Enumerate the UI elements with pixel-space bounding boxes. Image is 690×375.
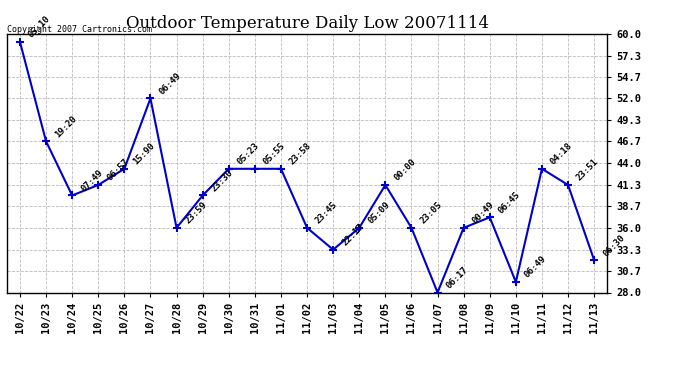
Text: 06:45: 06:45 [497, 190, 522, 215]
Text: 05:55: 05:55 [262, 141, 287, 166]
Text: 23:51: 23:51 [575, 158, 600, 183]
Text: 06:49: 06:49 [157, 71, 183, 96]
Text: 05:09: 05:09 [366, 200, 391, 226]
Text: 00:49: 00:49 [471, 200, 496, 226]
Text: 23:30: 23:30 [210, 168, 235, 193]
Text: 06:49: 06:49 [523, 255, 548, 280]
Text: 06:17: 06:17 [444, 265, 470, 290]
Text: 23:45: 23:45 [314, 200, 339, 226]
Text: 06:57: 06:57 [105, 158, 130, 183]
Text: 05:23: 05:23 [236, 141, 261, 166]
Title: Outdoor Temperature Daily Low 20071114: Outdoor Temperature Daily Low 20071114 [126, 15, 489, 32]
Text: 23:58: 23:58 [288, 141, 313, 166]
Text: 04:18: 04:18 [549, 141, 574, 166]
Text: 15:90: 15:90 [131, 141, 157, 166]
Text: 07:49: 07:49 [79, 168, 104, 193]
Text: 05:10: 05:10 [27, 14, 52, 40]
Text: 22:17: 22:17 [340, 222, 366, 248]
Text: 00:00: 00:00 [393, 158, 417, 183]
Text: 06:30: 06:30 [601, 232, 627, 258]
Text: 23:59: 23:59 [184, 200, 209, 226]
Text: 19:20: 19:20 [53, 114, 79, 139]
Text: 23:05: 23:05 [418, 200, 444, 226]
Text: Copyright 2007 Cartronics.com: Copyright 2007 Cartronics.com [7, 25, 152, 34]
